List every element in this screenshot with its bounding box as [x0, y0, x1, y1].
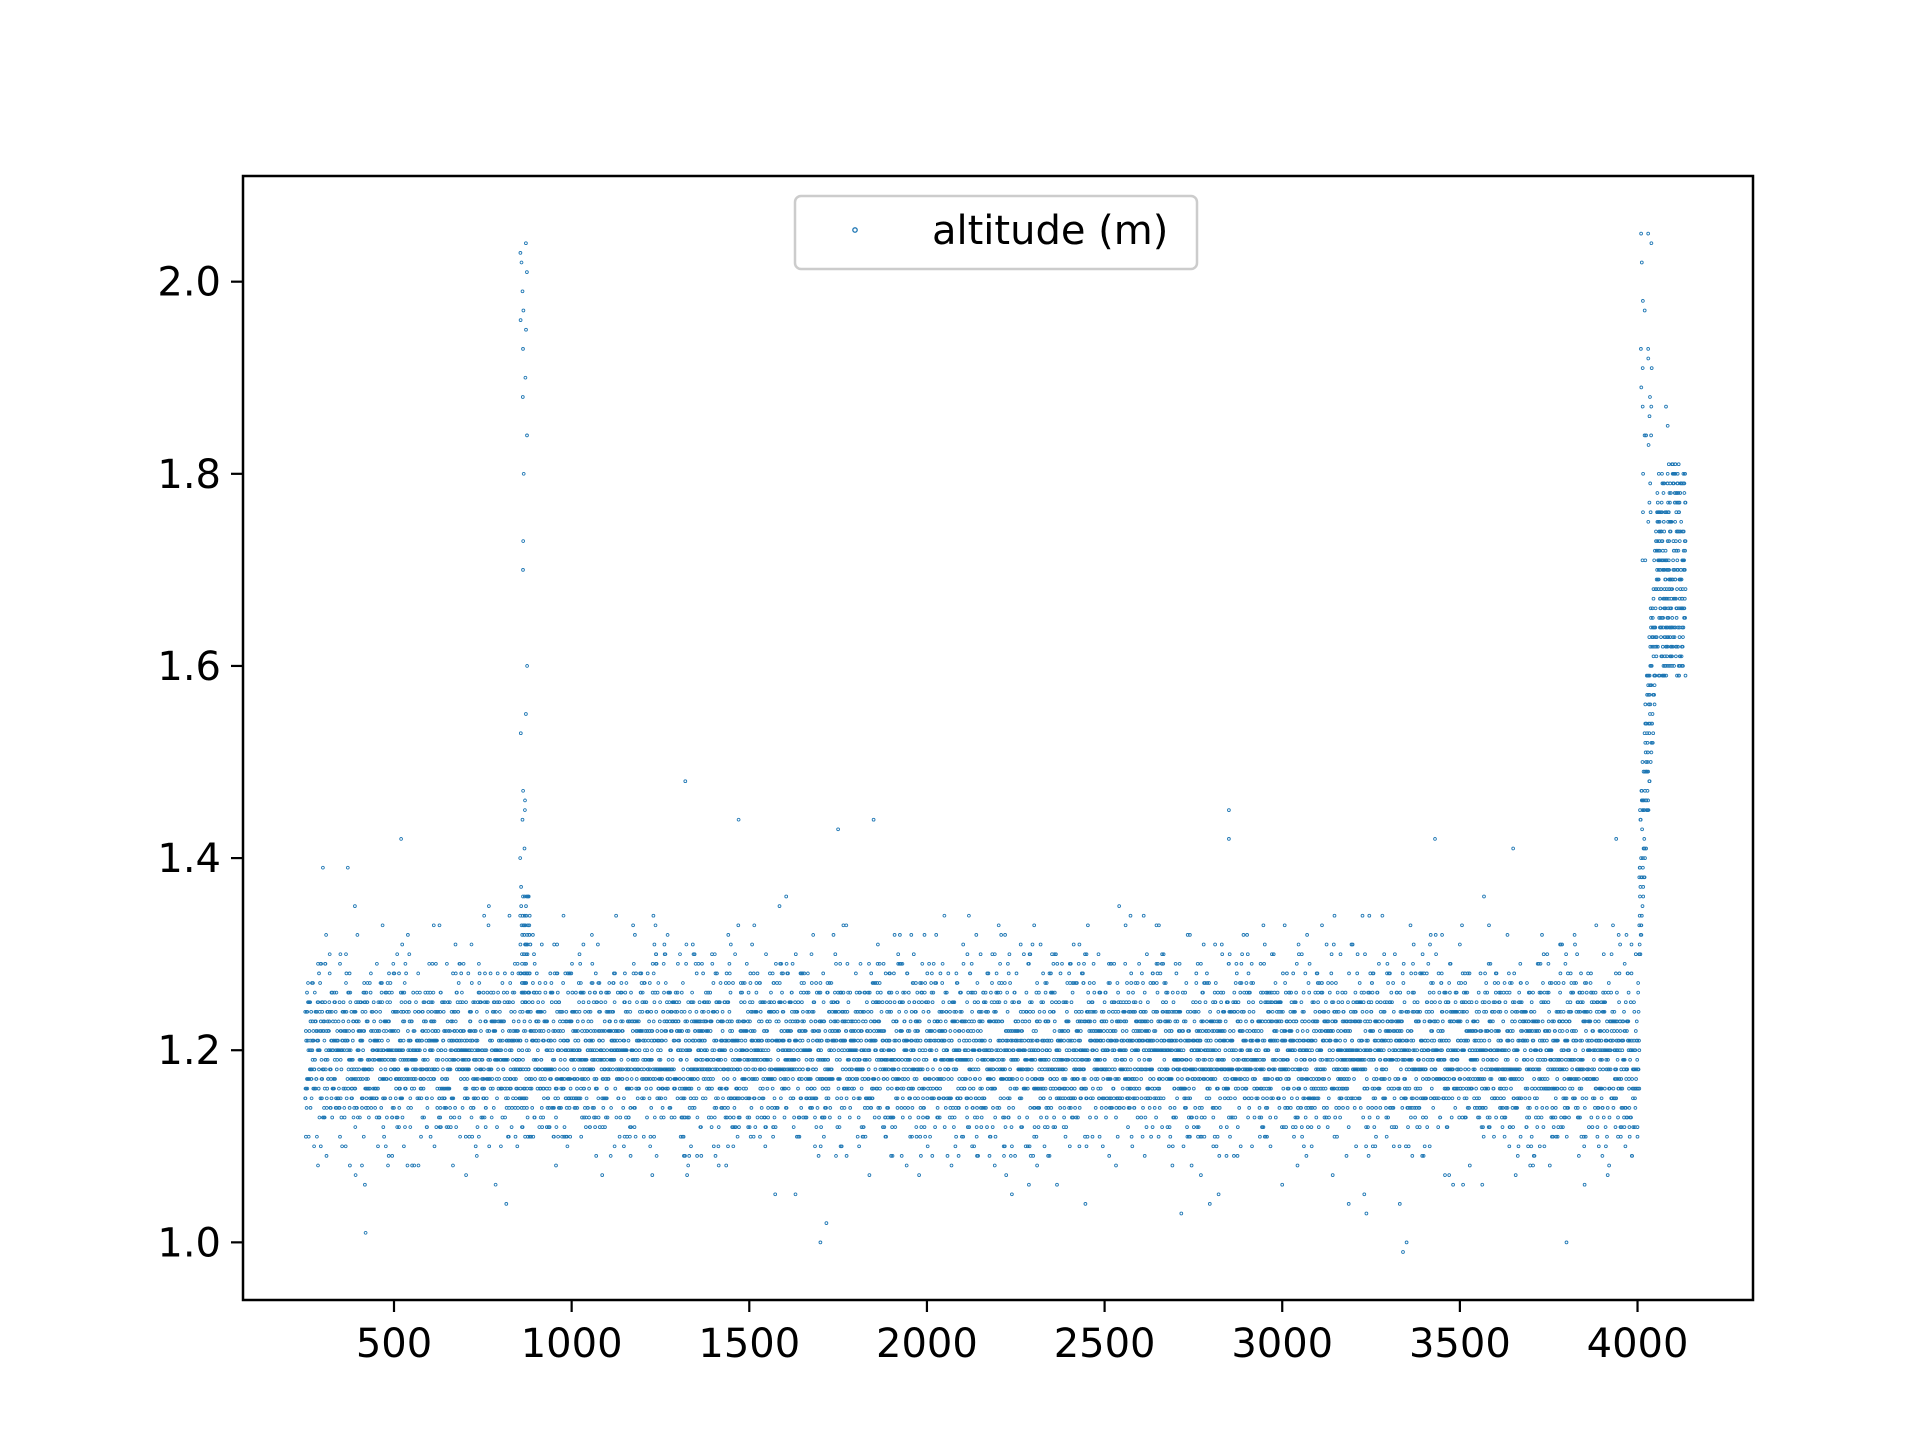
scatter-points [304, 232, 1687, 1253]
scatter-point-group [519, 232, 1679, 1215]
y-tick-label: 1.4 [157, 836, 221, 882]
scatter-point-group [304, 895, 1017, 1224]
x-axis: 500 1000 1500 2000 2500 3000 3500 4000 [356, 1300, 1689, 1367]
y-tick-label: 1.0 [157, 1220, 221, 1266]
x-tick-label: 3000 [1231, 1321, 1333, 1367]
x-tick-label: 4000 [1587, 1321, 1689, 1367]
axes-frame [243, 176, 1753, 1300]
legend: altitude (m) [795, 196, 1197, 269]
y-tick-label: 1.8 [157, 452, 221, 498]
x-tick-label: 1000 [521, 1321, 623, 1367]
y-tick-label: 1.2 [157, 1028, 221, 1074]
x-tick-label: 2500 [1054, 1321, 1156, 1367]
y-tick-label: 2.0 [157, 260, 221, 306]
legend-label: altitude (m) [932, 208, 1168, 254]
x-tick-label: 2000 [876, 1321, 978, 1367]
x-tick-label: 1500 [698, 1321, 800, 1367]
x-tick-label: 3500 [1409, 1321, 1511, 1367]
x-tick-label: 500 [356, 1321, 432, 1367]
y-axis: 1.0 1.2 1.4 1.6 1.8 2.0 [157, 260, 243, 1267]
y-tick-label: 1.6 [157, 644, 221, 690]
